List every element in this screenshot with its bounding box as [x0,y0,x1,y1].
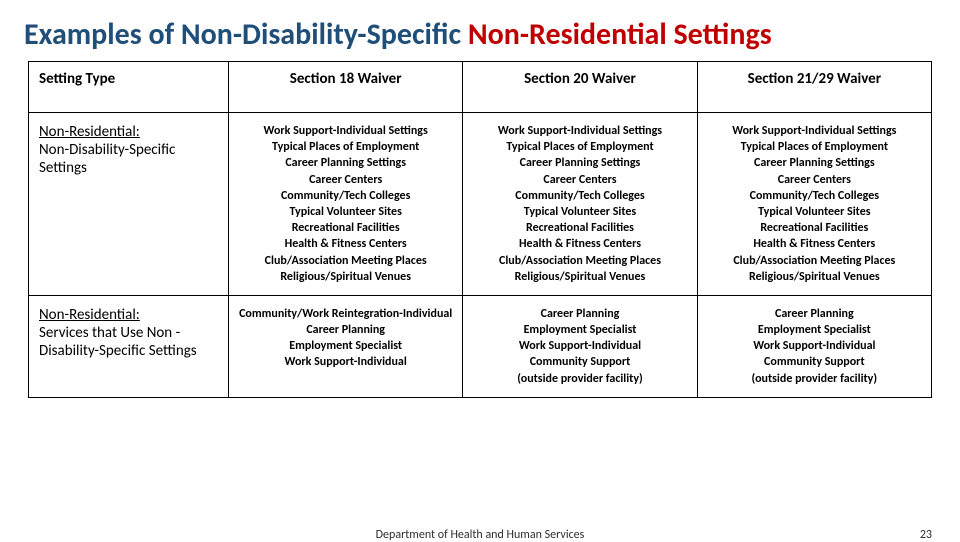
col-header-0: Setting Type [29,62,229,113]
table-cell: Work Support-Individual SettingsTypical … [463,113,697,296]
cell-line: Recreational Facilities [467,220,692,236]
cell-line: Health & Fitness Centers [702,236,927,252]
cell-line: Religious/Spiritual Venues [233,269,458,285]
cell-line: Career Planning Settings [702,155,927,171]
cell-line: Religious/Spiritual Venues [467,269,692,285]
cell-line: Health & Fitness Centers [467,236,692,252]
table-container: Setting Type Section 18 Waiver Section 2… [0,61,960,398]
table-cell: Work Support-Individual SettingsTypical … [229,113,463,296]
cell-line: Recreational Facilities [702,220,927,236]
cell-line: Career Planning Settings [467,155,692,171]
cell-line: Career Planning [233,322,458,338]
cell-line: Employment Specialist [467,322,692,338]
cell-line: Career Centers [702,172,927,188]
cell-line: Work Support-Individual [467,338,692,354]
col-header-2: Section 20 Waiver [463,62,697,113]
cell-line: Career Planning Settings [233,155,458,171]
title-accent: Non-Residential Settings [468,16,772,53]
cell-line: (outside provider facility) [467,371,692,387]
cell-line: Career Centers [233,172,458,188]
cell-line: Religious/Spiritual Venues [702,269,927,285]
cell-line: Health & Fitness Centers [233,236,458,252]
row-header-underline: Non-Residential: [39,306,140,324]
cell-line: Work Support-Individual [702,338,927,354]
cell-line: Community Support [467,354,692,370]
cell-line: Club/Association Meeting Places [233,253,458,269]
cell-line: Club/Association Meeting Places [467,253,692,269]
cell-line: Work Support-Individual Settings [233,123,458,139]
cell-line: Typical Volunteer Sites [467,204,692,220]
row-header: Non-Residential:Non-Disability-Specific … [29,113,229,296]
table-cell: Community/Work Reintegration-IndividualC… [229,295,463,397]
row-header-rest: Non-Disability-Specific Settings [39,141,175,177]
cell-line: Community Support [702,354,927,370]
cell-line: Community/Tech Colleges [467,188,692,204]
table-row: Non-Residential:Non-Disability-Specific … [29,113,932,296]
col-header-1: Section 18 Waiver [229,62,463,113]
cell-line: Recreational Facilities [233,220,458,236]
cell-line: Typical Volunteer Sites [233,204,458,220]
cell-line: Typical Volunteer Sites [702,204,927,220]
col-header-3: Section 21/29 Waiver [697,62,931,113]
cell-line: Community/Work Reintegration-Individual [233,306,458,322]
table-cell: Work Support-Individual SettingsTypical … [697,113,931,296]
cell-line: Typical Places of Employment [702,139,927,155]
title-prefix: Examples of Non-Disability-Specific [24,16,468,53]
settings-table: Setting Type Section 18 Waiver Section 2… [28,61,932,398]
table-body: Non-Residential:Non-Disability-Specific … [29,113,932,398]
cell-line: Career Planning [702,306,927,322]
table-header-row: Setting Type Section 18 Waiver Section 2… [29,62,932,113]
cell-line: Work Support-Individual [233,354,458,370]
table-row: Non-Residential:Services that Use Non -D… [29,295,932,397]
cell-line: Career Centers [467,172,692,188]
row-header-underline: Non-Residential: [39,123,140,141]
table-cell: Career PlanningEmployment SpecialistWork… [697,295,931,397]
cell-line: Work Support-Individual Settings [467,123,692,139]
row-header: Non-Residential:Services that Use Non -D… [29,295,229,397]
slide-title: Examples of Non-Disability-Specific Non-… [0,0,960,61]
cell-line: Typical Places of Employment [233,139,458,155]
cell-line: Club/Association Meeting Places [702,253,927,269]
table-cell: Career PlanningEmployment SpecialistWork… [463,295,697,397]
row-header-rest: Services that Use Non -Disability-Specif… [39,324,197,360]
cell-line: Employment Specialist [233,338,458,354]
cell-line: Work Support-Individual Settings [702,123,927,139]
cell-line: Community/Tech Colleges [702,188,927,204]
cell-line: (outside provider facility) [702,371,927,387]
cell-line: Employment Specialist [702,322,927,338]
cell-line: Community/Tech Colleges [233,188,458,204]
cell-line: Typical Places of Employment [467,139,692,155]
cell-line: Career Planning [467,306,692,322]
